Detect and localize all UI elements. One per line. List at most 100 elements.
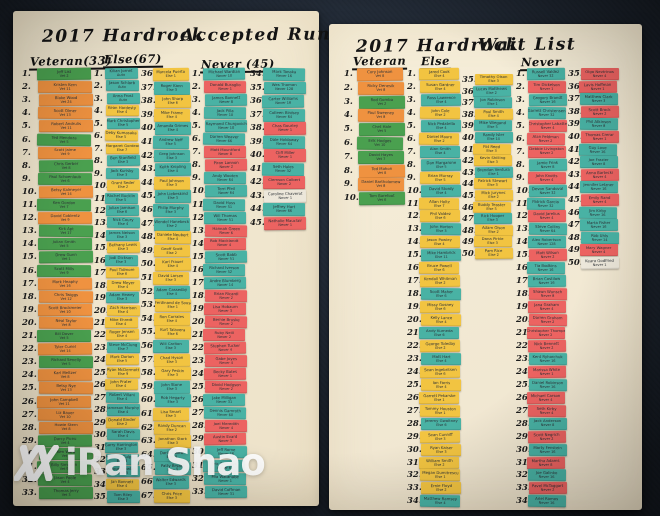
- sticky-note-text: Lisa Smart Else 3: [153, 410, 189, 418]
- sticky-note-text: Amanda Grimes Else 4: [154, 124, 190, 133]
- runner-category: Else 4: [117, 396, 128, 402]
- sticky-note-text: Ruby Neill Never 2: [203, 331, 245, 339]
- sticky-note: Joel Meredith Never 4: [205, 420, 247, 433]
- entry-number: 8.: [22, 160, 31, 171]
- sticky-note-text: Sean Ingebritsen Else 6: [419, 367, 459, 376]
- runner-name: Ruby Neill: [214, 330, 234, 335]
- sticky-note: Matthew Ramsey Else 4: [419, 495, 460, 508]
- sticky-note-text: Joe Frazier Never 8: [580, 158, 618, 166]
- sticky-note-text: Kirk Apt Vet 17: [39, 227, 93, 236]
- sticky-note-text: Pavel McTaggart Never 2: [529, 484, 567, 492]
- sticky-note-text: Neal Taylor Vet 8: [38, 318, 92, 328]
- entry-number: 8.: [344, 165, 353, 176]
- runner-category: Never 4: [217, 243, 232, 248]
- watermark: iRan Shao: [14, 444, 266, 481]
- runner-category: Never 16: [539, 280, 555, 285]
- runner-category: Vet 17: [60, 230, 72, 235]
- runner-category: Never 1: [218, 86, 232, 91]
- sticky-note: Jeffrey Hart Never 66: [262, 202, 305, 216]
- sticky-note: Ted Mendoza Vet 5: [36, 133, 92, 147]
- runner-category: Vet 13: [59, 388, 72, 393]
- runner-category: Never 8: [592, 161, 606, 166]
- entry-number: 16.: [516, 263, 531, 274]
- sticky-note: Nick Coury Else 4: [106, 217, 141, 230]
- sticky-note: Devon Sandoval Never 32: [528, 184, 567, 197]
- sticky-note-text: Gregory Brandt Never 16: [529, 95, 567, 104]
- runner-name: Olga Nevtrinos: [585, 69, 614, 74]
- entry-number: 13.: [516, 224, 531, 235]
- sticky-note-text: Scott Brockmeier Vet 10: [37, 305, 91, 314]
- entry-number: 17.: [94, 268, 109, 279]
- runner-category: Else 2: [117, 185, 129, 190]
- sticky-note-text: Ted Mendoza Vet 5: [37, 135, 91, 144]
- sticky-note-text: Chet Hale Vet 5: [358, 125, 404, 133]
- entry-number: 31.: [192, 460, 207, 471]
- entry-number: 57.: [141, 354, 156, 365]
- sticky-note-text: Betsy Kalmeyer Vet 14: [38, 187, 92, 197]
- sticky-note-text: Paul Johnson Else 3: [153, 178, 189, 187]
- sticky-note-text: Chris Gerber Vet 8: [39, 161, 93, 170]
- sticky-note: Garrett Christensen Never 32: [527, 106, 566, 119]
- runner-category: Vet 9: [59, 270, 69, 275]
- sticky-note: Tyler Curiel Vet 14: [37, 342, 93, 356]
- sticky-note-text: David Jarelius Never 4: [528, 212, 566, 220]
- sticky-note-text: Kendall Whitman Else 2: [420, 276, 460, 285]
- entry-number: 12.: [94, 205, 109, 216]
- runner-category: Never 4: [540, 410, 554, 415]
- entry-number: 42.: [141, 150, 156, 161]
- entry-number: 29.: [192, 434, 207, 445]
- sticky-note-text: Andy Wooten Never 64: [203, 174, 245, 182]
- entry-number: 42.: [568, 157, 583, 168]
- sticky-note-text: Margaret Gordeau Else 7: [106, 144, 139, 152]
- sticky-note-text: Paul Schoenlaub Vet 6: [37, 174, 91, 183]
- runner-category: Else 6: [434, 216, 446, 220]
- entry-number: 25.: [516, 379, 531, 390]
- runner-name: Jack Anderson: [534, 419, 562, 424]
- sticky-note: John Prater Else 4: [104, 379, 139, 391]
- runner-category: Never 8: [218, 151, 232, 156]
- entry-number: 26.: [407, 392, 422, 403]
- runner-category: Never 51: [217, 256, 234, 261]
- sticky-note: Carter Williams Never 16: [261, 94, 305, 108]
- entry-number: 3.: [192, 95, 201, 106]
- sticky-note: Chet Hale Vet 5: [358, 123, 405, 137]
- sticky-note: Rick Hooper Else 3: [473, 213, 513, 224]
- runner-name: Mary Wagner: [585, 245, 612, 251]
- sticky-note: Kevin Shilling Else 3: [474, 155, 512, 166]
- sticky-note-text: Ross Lawrence Else 4: [421, 95, 461, 104]
- sticky-note-text: Lavis Hoffman Never 1: [579, 82, 617, 91]
- sticky-note-text: Jon Robinson Else 1: [474, 98, 512, 106]
- sticky-note: Nick Pedatella Else 4: [420, 119, 461, 132]
- runner-category: Vet 24: [60, 99, 72, 104]
- entry-number: 32.: [407, 470, 422, 481]
- runner-category: Vet 13: [58, 112, 71, 117]
- sticky-note-text: Jennifer Letzner Never 16: [579, 183, 617, 191]
- sticky-note: Joe Frazier Never 8: [580, 156, 618, 168]
- entry-number: 63.: [141, 436, 156, 447]
- runner-category: Else 3: [116, 235, 128, 240]
- runner-name: Christopher Thompson: [527, 328, 565, 333]
- sticky-note: Adam Casseday Else 4: [153, 285, 191, 299]
- sticky-note-text: Daniel Bartholomew Vet 8: [357, 180, 403, 189]
- sticky-note-text: Martha Adams Never 8: [527, 458, 565, 466]
- runner-category: Else 4: [117, 334, 128, 339]
- entry-number: 5.: [94, 118, 103, 129]
- sticky-note: Chris Price Else 3: [153, 489, 191, 503]
- sticky-note-text: Blake Wood Vet 24: [39, 96, 93, 105]
- runner-category: Never 64: [217, 191, 234, 196]
- runner-category: Never 10: [216, 112, 233, 117]
- sticky-note: Jack Kurisky Else 3: [105, 167, 139, 180]
- runner-name: Jim Kirby: [589, 207, 607, 213]
- runner-category: Else 4: [434, 151, 446, 156]
- entry-number: 21.: [94, 318, 109, 328]
- runner-category: Vet 5: [377, 129, 386, 134]
- entry-number: 17.: [516, 276, 531, 287]
- runner-category: Vet 8: [61, 322, 70, 327]
- runner-category: Else 4: [117, 434, 129, 439]
- entry-number: 36.: [250, 96, 265, 106]
- runner-category: Else 3: [166, 386, 177, 391]
- sticky-note-text: James Nelson Else 3: [106, 231, 139, 240]
- sticky-note-text: Nathalie Mauclair Never 1: [263, 218, 305, 227]
- runner-name: Dana Pirkle: [481, 237, 504, 242]
- sticky-note: Ian Farris Else 4: [420, 378, 461, 391]
